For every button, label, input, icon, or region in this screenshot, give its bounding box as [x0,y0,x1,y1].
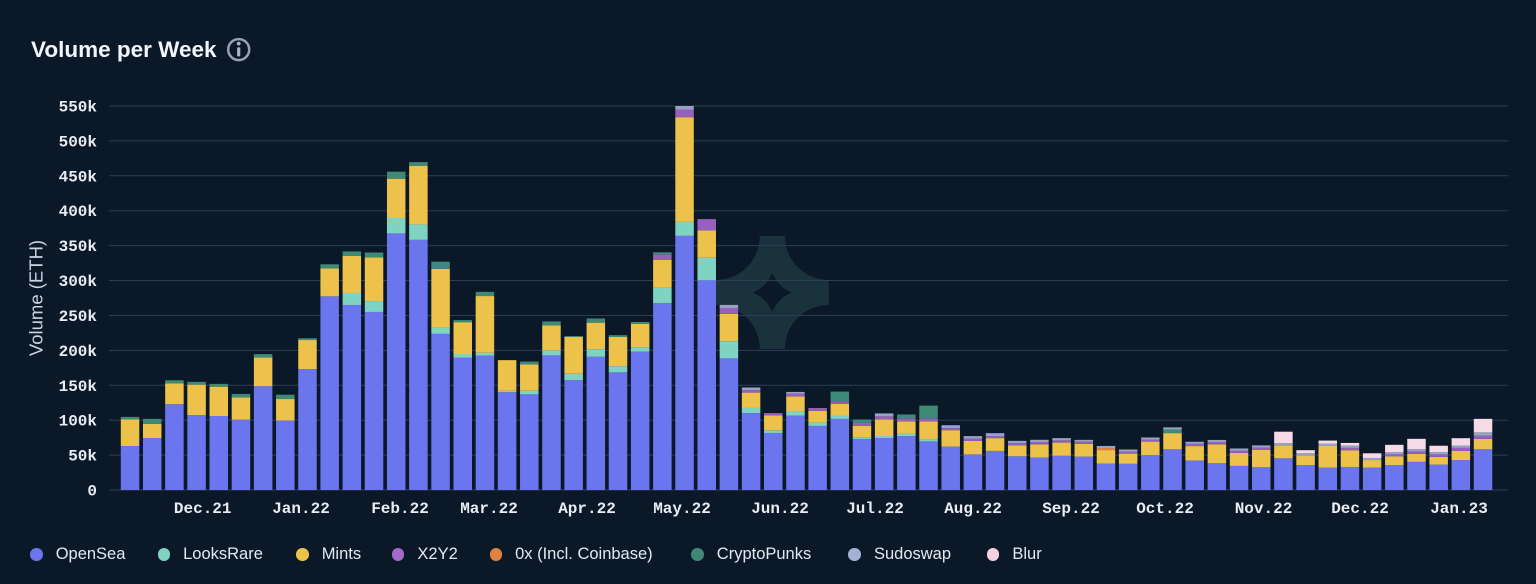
svg-text:Feb.22: Feb.22 [371,500,429,518]
svg-text:Mar.22: Mar.22 [460,500,518,518]
svg-text:Jul.22: Jul.22 [846,500,904,518]
svg-text:350k: 350k [59,238,98,256]
svg-text:Oct.22: Oct.22 [1136,500,1194,518]
svg-text:Dec.21: Dec.21 [174,500,232,518]
svg-text:Jan.22: Jan.22 [272,500,330,518]
svg-text:300k: 300k [59,273,98,291]
svg-text:Volume (ETH): Volume (ETH) [26,240,47,356]
svg-text:Jan.23: Jan.23 [1430,500,1488,518]
svg-text:Dec.22: Dec.22 [1331,500,1389,518]
svg-text:150k: 150k [59,378,98,396]
svg-text:Nov.22: Nov.22 [1235,500,1293,518]
svg-text:Sep.22: Sep.22 [1042,500,1100,518]
svg-text:250k: 250k [59,308,98,326]
svg-text:100k: 100k [59,413,98,431]
svg-text:500k: 500k [59,133,98,151]
svg-text:550k: 550k [59,99,98,117]
svg-text:450k: 450k [59,168,98,186]
svg-text:400k: 400k [59,203,98,221]
svg-text:Apr.22: Apr.22 [558,500,616,518]
svg-text:Aug.22: Aug.22 [944,500,1002,518]
svg-text:Jun.22: Jun.22 [751,500,809,518]
svg-text:May.22: May.22 [653,500,711,518]
svg-text:0: 0 [87,483,97,501]
svg-text:200k: 200k [59,343,98,361]
svg-text:50k: 50k [68,448,97,466]
